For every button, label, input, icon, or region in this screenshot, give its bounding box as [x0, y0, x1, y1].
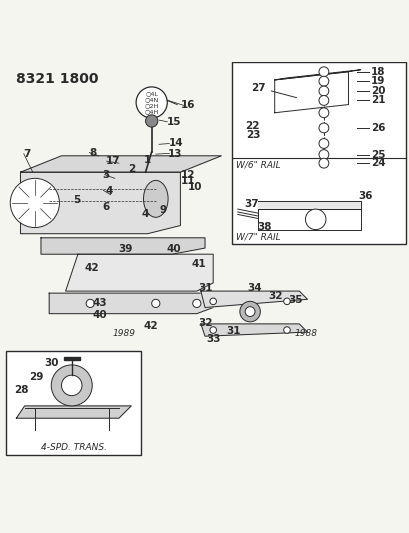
- Text: 17: 17: [106, 156, 120, 166]
- Circle shape: [318, 67, 328, 77]
- Polygon shape: [20, 156, 221, 172]
- Text: 9: 9: [160, 205, 166, 215]
- Text: W/7" RAIL: W/7" RAIL: [235, 233, 280, 242]
- Text: 41: 41: [191, 259, 206, 269]
- Polygon shape: [16, 406, 131, 418]
- Circle shape: [151, 300, 160, 308]
- Text: 42: 42: [85, 263, 99, 273]
- Text: 43: 43: [92, 297, 107, 308]
- Text: 18: 18: [370, 67, 384, 77]
- Circle shape: [318, 123, 328, 133]
- Circle shape: [136, 87, 167, 118]
- Text: 29: 29: [29, 372, 43, 382]
- Text: 8321 1800: 8321 1800: [16, 72, 99, 86]
- Text: 13: 13: [168, 149, 182, 159]
- Text: 32: 32: [268, 291, 282, 301]
- Text: 34: 34: [246, 283, 261, 293]
- Text: 31: 31: [226, 326, 240, 336]
- Polygon shape: [41, 238, 205, 254]
- Text: 30: 30: [44, 358, 58, 368]
- Circle shape: [318, 76, 328, 86]
- Text: 16: 16: [180, 100, 194, 110]
- Text: 25: 25: [370, 150, 384, 159]
- Text: 7: 7: [23, 149, 31, 159]
- Text: 11: 11: [180, 176, 194, 186]
- Text: 15: 15: [167, 117, 181, 127]
- Polygon shape: [200, 324, 307, 336]
- Circle shape: [209, 298, 216, 305]
- Text: 42: 42: [143, 321, 158, 331]
- Polygon shape: [65, 254, 213, 291]
- Circle shape: [283, 298, 290, 305]
- Circle shape: [318, 86, 328, 96]
- Circle shape: [245, 306, 254, 317]
- Text: 14: 14: [169, 139, 183, 149]
- Polygon shape: [258, 201, 360, 209]
- Circle shape: [86, 300, 94, 308]
- Text: 3: 3: [102, 171, 110, 181]
- Text: 40: 40: [166, 244, 181, 254]
- Circle shape: [318, 158, 328, 168]
- Circle shape: [10, 179, 59, 228]
- Text: 8: 8: [89, 148, 97, 158]
- Circle shape: [318, 108, 328, 118]
- Circle shape: [283, 327, 290, 333]
- Text: 35: 35: [288, 295, 302, 305]
- Text: 36: 36: [358, 191, 372, 201]
- Text: 23: 23: [245, 130, 260, 140]
- Text: 22: 22: [244, 121, 259, 131]
- Circle shape: [318, 95, 328, 106]
- Circle shape: [239, 301, 260, 322]
- Text: 4: 4: [141, 209, 148, 219]
- Text: 32: 32: [198, 318, 212, 328]
- Ellipse shape: [143, 180, 168, 217]
- Circle shape: [305, 209, 325, 230]
- Text: 2: 2: [128, 164, 135, 174]
- Text: 24: 24: [370, 158, 385, 168]
- Circle shape: [145, 115, 157, 127]
- Circle shape: [51, 365, 92, 406]
- Polygon shape: [63, 357, 80, 360]
- Bar: [231, 61, 405, 244]
- Text: 37: 37: [243, 199, 258, 209]
- Text: 38: 38: [257, 222, 271, 232]
- Circle shape: [318, 150, 328, 159]
- Text: 4-SPD. TRANS.: 4-SPD. TRANS.: [41, 443, 106, 452]
- Text: 6: 6: [102, 202, 110, 212]
- Text: 4: 4: [106, 185, 113, 196]
- Text: 39: 39: [118, 244, 133, 254]
- Text: 31: 31: [198, 283, 212, 293]
- Text: 27: 27: [250, 83, 265, 93]
- Circle shape: [209, 327, 216, 333]
- Text: 1: 1: [143, 155, 151, 165]
- Circle shape: [318, 139, 328, 148]
- Text: 19: 19: [370, 76, 384, 86]
- Polygon shape: [49, 293, 213, 313]
- Text: 1988: 1988: [294, 329, 317, 338]
- Text: ○4L
○4N
○2H
○4H: ○4L ○4N ○2H ○4H: [144, 91, 158, 114]
- Polygon shape: [200, 291, 307, 308]
- Text: 28: 28: [14, 385, 28, 395]
- Circle shape: [61, 375, 82, 395]
- Circle shape: [192, 300, 200, 308]
- Text: 40: 40: [92, 310, 107, 320]
- Bar: [6, 351, 141, 455]
- Text: W/6" RAIL: W/6" RAIL: [235, 160, 280, 169]
- Text: 1989: 1989: [112, 329, 135, 338]
- Text: 26: 26: [370, 123, 384, 133]
- Text: 12: 12: [180, 171, 194, 181]
- Text: 33: 33: [205, 335, 220, 344]
- Text: 5: 5: [73, 195, 80, 205]
- Text: 10: 10: [187, 182, 202, 191]
- Text: 21: 21: [370, 95, 384, 106]
- Text: 20: 20: [370, 86, 384, 96]
- Polygon shape: [20, 172, 180, 233]
